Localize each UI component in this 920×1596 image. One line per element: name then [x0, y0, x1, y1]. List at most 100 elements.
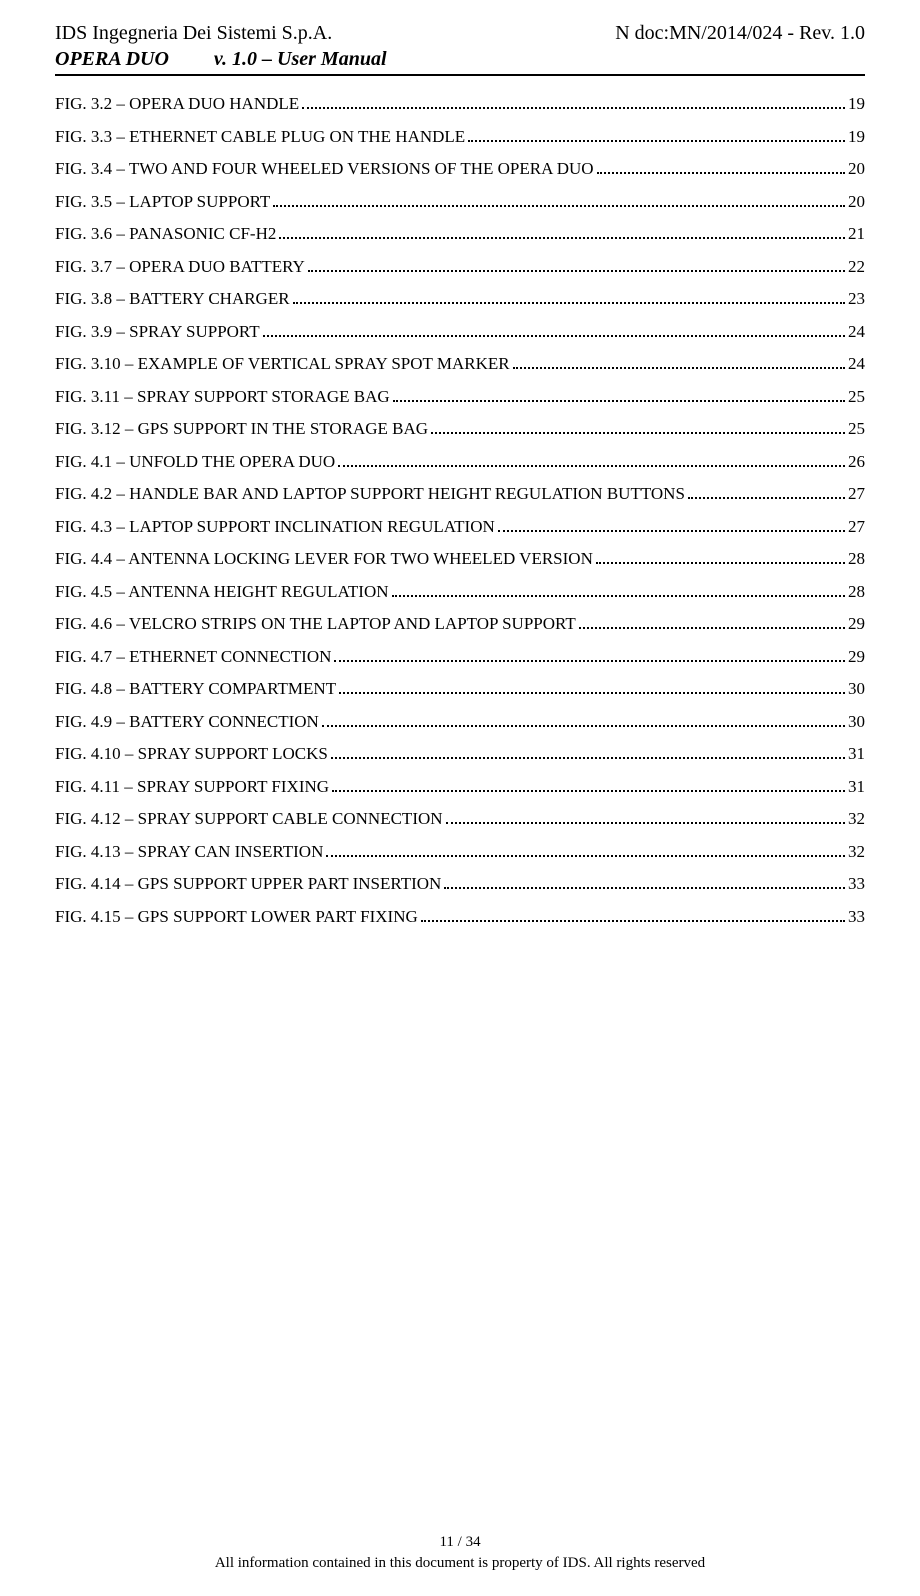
- toc-leader-dots: [302, 107, 845, 109]
- toc-row: FIG. 4.3 – LAPTOP SUPPORT INCLINATION RE…: [55, 517, 865, 537]
- toc-page: 25: [848, 387, 865, 407]
- toc-page: 22: [848, 257, 865, 277]
- footer-page-total: 34: [466, 1534, 481, 1550]
- toc-page: 33: [848, 907, 865, 927]
- toc-label: FIG. 4.2 – HANDLE BAR AND LAPTOP SUPPORT…: [55, 484, 685, 504]
- toc-label: FIG. 3.3 – ETHERNET CABLE PLUG ON THE HA…: [55, 127, 465, 147]
- toc-page: 28: [848, 582, 865, 602]
- toc-leader-dots: [331, 757, 845, 759]
- toc-row: FIG. 4.12 – SPRAY SUPPORT CABLE CONNECTI…: [55, 809, 865, 829]
- toc-page: 30: [848, 679, 865, 699]
- toc-row: FIG. 4.2 – HANDLE BAR AND LAPTOP SUPPORT…: [55, 484, 865, 504]
- footer-pagenum: 11 / 34: [0, 1534, 920, 1551]
- toc-page: 20: [848, 192, 865, 212]
- toc-leader-dots: [334, 660, 845, 662]
- toc-row: FIG. 4.9 – BATTERY CONNECTION 30: [55, 712, 865, 732]
- footer-rights: All information contained in this docume…: [0, 1555, 920, 1572]
- toc-row: FIG. 4.11 – SPRAY SUPPORT FIXING31: [55, 777, 865, 797]
- toc-label: FIG. 3.10 – EXAMPLE OF VERTICAL SPRAY SP…: [55, 354, 510, 374]
- footer-page-current: 11: [439, 1534, 453, 1550]
- header-version: v. 1.0 – User Manual: [214, 48, 387, 70]
- toc-page: 23: [848, 289, 865, 309]
- toc-row: FIG. 3.2 – OPERA DUO HANDLE 19: [55, 94, 865, 114]
- toc-label: FIG. 3.7 – OPERA DUO BATTERY: [55, 257, 305, 277]
- header-company: IDS Ingegneria Dei Sistemi S.p.A.: [55, 20, 387, 46]
- toc-row: FIG. 3.5 – LAPTOP SUPPORT 20: [55, 192, 865, 212]
- toc-row: FIG. 3.8 – BATTERY CHARGER 23: [55, 289, 865, 309]
- toc-leader-dots: [431, 432, 845, 434]
- toc-leader-dots: [392, 595, 845, 597]
- toc-label: FIG. 4.8 – BATTERY COMPARTMENT: [55, 679, 336, 699]
- toc-page: 27: [848, 517, 865, 537]
- toc-label: FIG. 4.12 – SPRAY SUPPORT CABLE CONNECTI…: [55, 809, 443, 829]
- toc-label: FIG. 4.5 – ANTENNA HEIGHT REGULATION: [55, 582, 389, 602]
- footer-page-sep: /: [454, 1534, 466, 1550]
- toc-leader-dots: [332, 790, 845, 792]
- page-header: IDS Ingegneria Dei Sistemi S.p.A. OPERA …: [55, 20, 865, 72]
- toc-page: 21: [848, 224, 865, 244]
- toc-page: 30: [848, 712, 865, 732]
- toc-label: FIG. 4.3 – LAPTOP SUPPORT INCLINATION RE…: [55, 517, 495, 537]
- toc-row: FIG. 4.1 – UNFOLD THE OPERA DUO26: [55, 452, 865, 472]
- header-product: OPERA DUO: [55, 48, 169, 70]
- toc-leader-dots: [339, 692, 845, 694]
- toc-row: FIG. 4.10 – SPRAY SUPPORT LOCKS 31: [55, 744, 865, 764]
- toc-page: 20: [848, 159, 865, 179]
- toc-leader-dots: [322, 725, 845, 727]
- header-product-line: OPERA DUO v. 1.0 – User Manual: [55, 46, 387, 72]
- toc-leader-dots: [468, 140, 845, 142]
- toc-leader-dots: [293, 302, 845, 304]
- toc-label: FIG. 4.9 – BATTERY CONNECTION: [55, 712, 319, 732]
- toc-page: 31: [848, 744, 865, 764]
- toc-row: FIG. 3.6 – PANASONIC CF-H221: [55, 224, 865, 244]
- toc-page: 33: [848, 874, 865, 894]
- toc-row: FIG. 3.3 – ETHERNET CABLE PLUG ON THE HA…: [55, 127, 865, 147]
- toc-label: FIG. 3.9 – SPRAY SUPPORT: [55, 322, 260, 342]
- toc-row: FIG. 3.11 – SPRAY SUPPORT STORAGE BAG 25: [55, 387, 865, 407]
- toc-leader-dots: [513, 367, 845, 369]
- toc-leader-dots: [596, 562, 845, 564]
- header-rule: [55, 74, 865, 76]
- toc-row: FIG. 3.10 – EXAMPLE OF VERTICAL SPRAY SP…: [55, 354, 865, 374]
- toc-label: FIG. 3.5 – LAPTOP SUPPORT: [55, 192, 270, 212]
- toc-row: FIG. 3.9 – SPRAY SUPPORT 24: [55, 322, 865, 342]
- toc-leader-dots: [273, 205, 845, 207]
- toc-label: FIG. 4.4 – ANTENNA LOCKING LEVER FOR TWO…: [55, 549, 593, 569]
- toc-leader-dots: [444, 887, 845, 889]
- toc-leader-dots: [308, 270, 845, 272]
- toc-label: FIG. 4.10 – SPRAY SUPPORT LOCKS: [55, 744, 328, 764]
- toc-row: FIG. 4.8 – BATTERY COMPARTMENT 30: [55, 679, 865, 699]
- toc-page: 32: [848, 842, 865, 862]
- toc-leader-dots: [263, 335, 845, 337]
- toc-label: FIG. 3.4 – TWO AND FOUR WHEELED VERSIONS…: [55, 159, 594, 179]
- header-right: N doc:MN/2014/024 - Rev. 1.0: [615, 20, 865, 72]
- toc-label: FIG. 4.13 – SPRAY CAN INSERTION: [55, 842, 323, 862]
- toc-page: 24: [848, 322, 865, 342]
- toc-page: 19: [848, 94, 865, 114]
- table-of-figures: FIG. 3.2 – OPERA DUO HANDLE 19 FIG. 3.3 – …: [55, 94, 865, 927]
- toc-page: 27: [848, 484, 865, 504]
- toc-page: 29: [848, 614, 865, 634]
- toc-row: FIG. 3.4 – TWO AND FOUR WHEELED VERSIONS…: [55, 159, 865, 179]
- header-docref: N doc:MN/2014/024 - Rev. 1.0: [615, 20, 865, 46]
- toc-leader-dots: [446, 822, 845, 824]
- toc-row: FIG. 4.14 – GPS SUPPORT UPPER PART INSER…: [55, 874, 865, 894]
- toc-page: 19: [848, 127, 865, 147]
- toc-row: FIG. 4.5 – ANTENNA HEIGHT REGULATION 28: [55, 582, 865, 602]
- toc-row: FIG. 3.7 – OPERA DUO BATTERY 22: [55, 257, 865, 277]
- toc-label: FIG. 4.11 – SPRAY SUPPORT FIXING: [55, 777, 329, 797]
- toc-leader-dots: [326, 855, 845, 857]
- toc-label: FIG. 4.15 – GPS SUPPORT LOWER PART FIXIN…: [55, 907, 418, 927]
- toc-leader-dots: [338, 465, 845, 467]
- toc-row: FIG. 3.12 – GPS SUPPORT IN THE STORAGE B…: [55, 419, 865, 439]
- page-footer: 11 / 34 All information contained in thi…: [0, 1534, 920, 1572]
- toc-label: FIG. 3.11 – SPRAY SUPPORT STORAGE BAG: [55, 387, 390, 407]
- toc-row: FIG. 4.7 – ETHERNET CONNECTION29: [55, 647, 865, 667]
- toc-page: 32: [848, 809, 865, 829]
- toc-label: FIG. 3.2 – OPERA DUO HANDLE: [55, 94, 299, 114]
- toc-leader-dots: [421, 920, 845, 922]
- toc-label: FIG. 3.8 – BATTERY CHARGER: [55, 289, 290, 309]
- toc-page: 25: [848, 419, 865, 439]
- toc-label: FIG. 4.1 – UNFOLD THE OPERA DUO: [55, 452, 335, 472]
- toc-label: FIG. 3.12 – GPS SUPPORT IN THE STORAGE B…: [55, 419, 428, 439]
